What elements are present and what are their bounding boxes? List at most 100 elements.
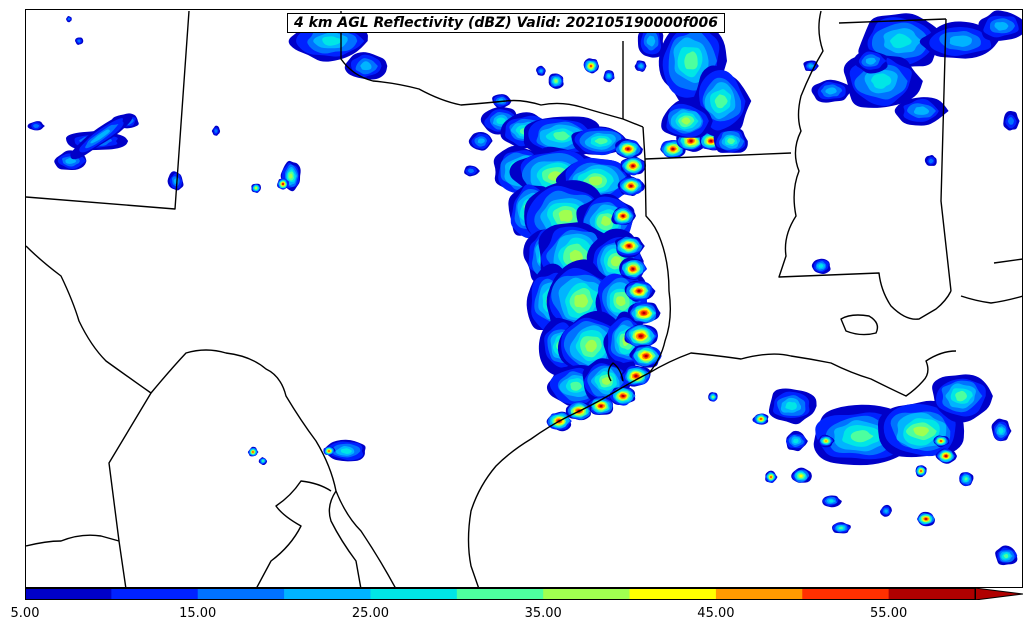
echo-cell bbox=[932, 374, 993, 423]
echo-cell bbox=[708, 392, 718, 402]
echo-cell bbox=[75, 37, 84, 45]
echo-cell bbox=[620, 156, 646, 176]
colorbar-tick-label: 55.00 bbox=[870, 606, 908, 621]
echo-cell bbox=[915, 465, 927, 478]
border-mx-states-3 bbox=[256, 480, 332, 587]
echo-cell bbox=[277, 178, 290, 190]
border-mx-states-4 bbox=[328, 490, 362, 587]
coastline-al-fl bbox=[960, 295, 1022, 304]
reflectivity-echoes bbox=[27, 10, 1022, 566]
echo-cell bbox=[615, 236, 645, 258]
state-and-country-borders bbox=[26, 10, 1022, 587]
colorbar-bin bbox=[284, 588, 371, 600]
echo-cell bbox=[464, 165, 480, 177]
echo-cell bbox=[959, 472, 974, 487]
echo-cell bbox=[1003, 110, 1020, 131]
echo-cell bbox=[509, 146, 600, 205]
echo-cell bbox=[611, 206, 636, 225]
echo-cell bbox=[468, 132, 493, 151]
border-ms-al bbox=[940, 18, 952, 292]
echo-cell bbox=[620, 365, 651, 387]
colorbar-bin bbox=[456, 588, 544, 600]
echo-cell bbox=[713, 128, 748, 153]
colorbar-tick-label: 35.00 bbox=[524, 606, 562, 621]
echo-cell bbox=[917, 511, 935, 527]
galveston-bay bbox=[607, 362, 624, 382]
echo-cell bbox=[880, 504, 892, 517]
colorbar-tick-label: 15.00 bbox=[179, 606, 217, 621]
echo-cell bbox=[752, 413, 769, 425]
border-nm-west bbox=[26, 10, 190, 210]
colorbar-bin bbox=[111, 588, 199, 600]
colorbar-bin bbox=[543, 588, 631, 600]
colorbar bbox=[25, 588, 1023, 600]
colorbar-tick-label: 5.00 bbox=[10, 606, 40, 621]
echo-cell bbox=[27, 121, 45, 131]
border-mx-states-2 bbox=[26, 534, 120, 547]
echo-cell bbox=[765, 470, 778, 483]
map-canvas bbox=[26, 10, 1022, 587]
echo-cell bbox=[536, 65, 546, 76]
echo-cell bbox=[822, 495, 842, 508]
echo-cell bbox=[853, 49, 888, 74]
echo-cell bbox=[817, 434, 835, 448]
echo-cell bbox=[323, 439, 366, 462]
echo-cell bbox=[661, 99, 713, 138]
border-mx-states-1 bbox=[108, 392, 152, 587]
coastline-texas bbox=[467, 372, 650, 587]
echo-cell bbox=[571, 126, 628, 156]
echo-cell bbox=[935, 448, 957, 464]
lake-pontchartrain bbox=[840, 314, 879, 336]
echo-cell bbox=[588, 396, 614, 415]
colorbar-bin bbox=[802, 588, 890, 600]
echo-cell bbox=[624, 324, 658, 349]
colorbar-bin bbox=[888, 588, 976, 600]
colorbar-bin bbox=[715, 588, 803, 600]
echo-cell bbox=[583, 58, 599, 74]
echo-cell bbox=[637, 25, 664, 58]
colorbar-outline bbox=[25, 588, 976, 600]
border-tx-ok-red-river bbox=[340, 11, 644, 128]
echo-cell bbox=[933, 435, 949, 448]
echo-cell bbox=[603, 70, 615, 83]
echo-cell bbox=[624, 280, 656, 302]
colorbar-bin bbox=[25, 588, 112, 600]
colorbar-bin bbox=[197, 588, 285, 600]
colorbar-tick-label: 25.00 bbox=[351, 606, 390, 621]
colorbar-tick-label: 45.00 bbox=[697, 606, 735, 621]
echo-cell bbox=[615, 138, 643, 159]
echo-cell bbox=[634, 60, 647, 72]
echo-cell bbox=[629, 344, 662, 368]
echo-cell bbox=[247, 446, 259, 457]
border-tx-la bbox=[642, 126, 672, 374]
echo-cell bbox=[785, 430, 808, 452]
echo-cell bbox=[167, 171, 184, 191]
echo-cell bbox=[548, 73, 564, 89]
colorbar-bins bbox=[25, 588, 1023, 600]
echo-cell bbox=[768, 388, 817, 425]
echo-cell bbox=[323, 446, 336, 456]
border-mississippi-river bbox=[778, 10, 952, 320]
border-tn-ms bbox=[838, 18, 947, 24]
border-fl-al bbox=[993, 258, 1022, 264]
echo-cell bbox=[894, 97, 949, 126]
echo-cell bbox=[619, 257, 648, 281]
echo-cell bbox=[791, 467, 812, 483]
echo-cell bbox=[280, 160, 301, 192]
colorbar-bin bbox=[629, 588, 717, 600]
echo-cell bbox=[211, 125, 221, 136]
border-ar-la bbox=[644, 152, 792, 160]
echo-cell bbox=[258, 457, 268, 466]
echo-cell bbox=[924, 154, 937, 166]
map-title: 4 km AGL Reflectivity (dBZ) Valid: 20210… bbox=[287, 13, 726, 33]
echo-cell bbox=[608, 386, 636, 406]
echo-cell bbox=[251, 183, 261, 194]
echo-cell bbox=[811, 79, 852, 103]
echo-cell bbox=[66, 15, 72, 23]
echo-cell bbox=[995, 545, 1018, 566]
echo-cell bbox=[617, 176, 646, 197]
echo-cell bbox=[811, 258, 831, 275]
echo-cell bbox=[70, 115, 133, 160]
echo-cell bbox=[991, 418, 1012, 442]
colorbar-bin bbox=[370, 588, 458, 600]
